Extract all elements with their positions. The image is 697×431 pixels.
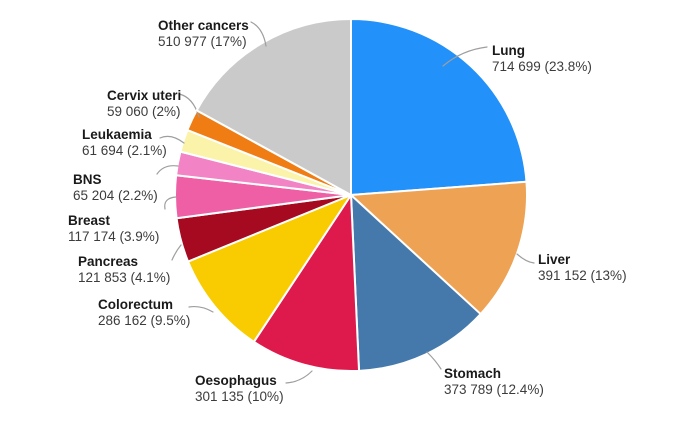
slice-name-oesophagus: Oesophagus xyxy=(195,373,277,388)
slice-callout-breast: Breast 117 174 (3.9%) xyxy=(68,213,159,245)
slice-callout-stomach: Stomach 373 789 (12.4%) xyxy=(444,366,544,398)
leader-line-oesophagus xyxy=(285,370,313,384)
slice-name-stomach: Stomach xyxy=(444,366,502,381)
slice-value-lung: 714 699 (23.8%) xyxy=(492,59,592,74)
slice-value-liver: 391 152 (13%) xyxy=(538,268,627,283)
pie-slice-oesophagus xyxy=(252,194,361,372)
slice-value-cervix-uteri: 59 060 (2%) xyxy=(107,104,181,119)
slice-callout-lung: Lung 714 699 (23.8%) xyxy=(492,43,592,75)
slice-value-breast: 117 174 (3.9%) xyxy=(68,229,160,244)
slice-callout-colorectum: Colorectum 286 162 (9.5%) xyxy=(98,297,190,329)
slice-name-bns: BNS xyxy=(73,172,102,187)
leader-line-other-cancers xyxy=(250,21,267,47)
slice-value-bns: 65 204 (2.2%) xyxy=(73,188,158,203)
slice-name-colorectum: Colorectum xyxy=(98,297,174,312)
leader-line-cervix-uteri xyxy=(178,93,200,118)
slice-name-breast: Breast xyxy=(68,213,111,228)
pie-slice-other-cancers xyxy=(195,18,352,196)
slice-callout-leukaemia: Leukaemia 61 694 (2.1%) xyxy=(82,127,167,159)
leader-line-leukaemia xyxy=(159,135,185,144)
leader-line-pancreas xyxy=(171,244,182,261)
slice-name-cervix-uteri: Cervix uteri xyxy=(107,88,182,103)
pie-slice-liver xyxy=(350,180,528,316)
slice-name-liver: Liver xyxy=(538,252,571,267)
leader-line-liver xyxy=(516,253,535,264)
leader-line-bns xyxy=(156,165,179,175)
slice-name-pancreas: Pancreas xyxy=(78,254,139,269)
leader-line-lung xyxy=(442,46,488,67)
slice-value-other-cancers: 510 977 (17%) xyxy=(158,34,247,49)
slice-value-oesophagus: 301 135 (10%) xyxy=(195,389,284,404)
leader-line-colorectum xyxy=(188,305,214,313)
slice-name-leukaemia: Leukaemia xyxy=(82,127,152,142)
slice-value-pancreas: 121 853 (4.1%) xyxy=(78,270,171,285)
slice-value-leukaemia: 61 694 (2.1%) xyxy=(82,143,167,158)
slice-name-lung: Lung xyxy=(492,43,525,58)
pie-slice-stomach xyxy=(350,194,482,372)
slice-callout-oesophagus: Oesophagus 301 135 (10%) xyxy=(195,373,284,405)
leader-line-breast xyxy=(164,196,177,210)
slice-callout-cervix-uteri: Cervix uteri 59 060 (2%) xyxy=(107,88,181,120)
slice-callout-bns: BNS 65 204 (2.2%) xyxy=(73,172,158,204)
leader-line-stomach xyxy=(426,351,442,370)
pie-slice-colorectum xyxy=(187,194,352,343)
slice-callout-pancreas: Pancreas 121 853 (4.1%) xyxy=(78,254,170,286)
slice-name-other-cancers: Other cancers xyxy=(158,18,249,33)
slice-value-stomach: 373 789 (12.4%) xyxy=(444,382,544,397)
slice-callout-liver: Liver 391 152 (13%) xyxy=(538,252,627,284)
slice-callout-other-cancers: Other cancers 510 977 (17%) xyxy=(158,18,249,50)
slice-value-colorectum: 286 162 (9.5%) xyxy=(98,313,191,328)
pie-slice-lung xyxy=(350,18,528,196)
